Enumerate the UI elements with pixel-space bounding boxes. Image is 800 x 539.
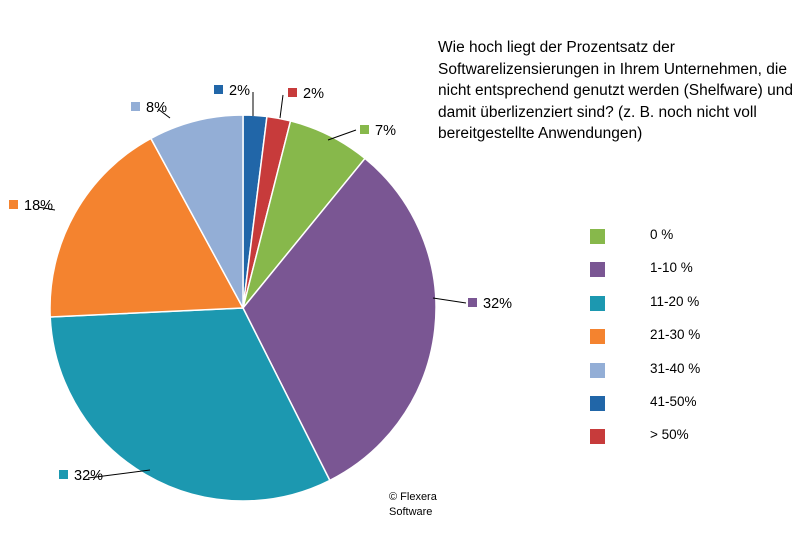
legend-swatch [590,329,605,345]
data-label-marker [468,298,477,307]
data-label: 32% [74,468,103,484]
legend-label: > 50% [650,427,689,443]
legend-label: 21-30 % [650,327,701,343]
data-label: 2% [229,83,250,99]
leader-line [157,108,171,119]
data-label-marker [288,88,297,97]
legend-swatch [590,229,605,244]
data-label: 8% [146,100,167,116]
legend-swatch [590,262,605,278]
leader-line [432,297,467,304]
legend-label: 11-20 % [650,293,700,309]
legend-swatch [590,429,605,445]
legend-label: 31-40 % [650,360,701,376]
legend-swatch [590,362,605,378]
legend-swatch [590,295,605,311]
data-label-marker [59,470,68,479]
leader-line [37,206,56,211]
leader-line [279,94,284,119]
legend-swatch [590,395,605,411]
data-label: 18% [24,198,53,214]
pie-slice-4 [49,307,331,502]
legend-label: 41-50% [650,393,697,409]
data-label-marker [214,85,223,94]
legend-label: 0 % [650,227,674,242]
legend-label: 1-10 % [650,260,693,276]
leader-line [327,129,357,141]
copyright: © Flexera Software [389,491,437,518]
pie-slice-3 [242,157,437,482]
data-label: 2% [303,86,324,102]
data-label: 32% [483,296,512,312]
leader-line [87,469,151,479]
data-label-marker [360,125,369,134]
chart-title: Wie hoch liegt der Prozentsatz der Softw… [438,39,793,142]
data-label-marker [9,200,18,209]
data-label: 7% [375,123,396,139]
pie-slice-5 [49,137,245,318]
pie-slice-6 [149,114,244,309]
data-label-marker [131,102,140,111]
